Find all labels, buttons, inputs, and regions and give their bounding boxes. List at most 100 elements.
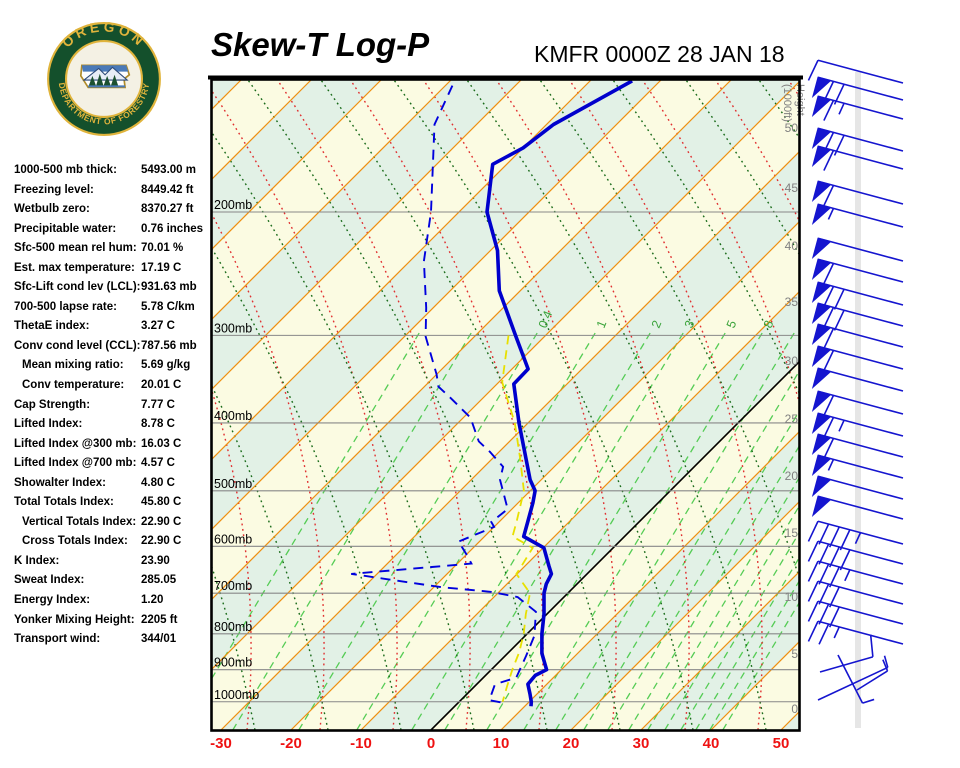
wind-barb bbox=[811, 302, 904, 331]
barb-axis-strip bbox=[855, 72, 861, 728]
stat-value: 285.05 bbox=[141, 574, 177, 587]
stat-value: 4.57 C bbox=[141, 457, 175, 470]
height-axis-units: (1000ft) bbox=[781, 84, 793, 122]
dewpoint-trace bbox=[351, 85, 537, 705]
stat-value: 0.76 inches bbox=[141, 222, 204, 235]
stat-row: Conv cond level (CCL): 787.56 mb bbox=[14, 337, 209, 357]
stat-row: Precipitable water: 0.76 inches bbox=[14, 220, 209, 240]
pressure-gridlines bbox=[211, 211, 800, 703]
svg-text:0: 0 bbox=[791, 702, 798, 716]
stat-value: 2205 ft bbox=[141, 613, 178, 626]
wind-barb bbox=[819, 634, 874, 673]
logo-oregon-emblem bbox=[79, 64, 131, 89]
wind-barb bbox=[811, 76, 904, 105]
stat-value: 70.01 % bbox=[141, 242, 184, 255]
stat-row: Energy Index: 1.20 bbox=[14, 591, 209, 611]
svg-text:5: 5 bbox=[724, 318, 740, 330]
wind-barb bbox=[811, 203, 904, 228]
stat-label: K Index: bbox=[14, 554, 60, 567]
stat-label: Sfc-500 mean rel hum: bbox=[14, 242, 137, 255]
station-timestamp: KMFR 0000Z 28 JAN 18 bbox=[534, 41, 785, 67]
wind-barb bbox=[811, 495, 904, 520]
svg-text:25: 25 bbox=[785, 412, 799, 426]
plot-area bbox=[211, 80, 800, 730]
wind-barb bbox=[811, 281, 904, 310]
wind-barb bbox=[811, 345, 904, 371]
stat-label: Cross Totals Index: bbox=[22, 535, 128, 548]
svg-text:20: 20 bbox=[785, 469, 799, 483]
wind-barb bbox=[811, 258, 904, 284]
stat-label: Freezing level: bbox=[14, 183, 94, 196]
svg-text:40: 40 bbox=[785, 239, 799, 253]
wind-barb bbox=[807, 600, 904, 628]
isotherms bbox=[211, 80, 800, 730]
temperature-trace bbox=[485, 80, 633, 707]
svg-text:10: 10 bbox=[785, 590, 799, 604]
stat-row: 1000-500 mb thick: 5493.00 m bbox=[14, 161, 209, 181]
wind-barb bbox=[807, 620, 904, 645]
svg-text:400mb: 400mb bbox=[214, 409, 252, 423]
svg-text:0: 0 bbox=[427, 735, 435, 752]
stat-value: 8.78 C bbox=[141, 418, 175, 431]
svg-text:20: 20 bbox=[563, 735, 580, 752]
stat-row: Conv temperature: 20.01 C bbox=[14, 376, 209, 396]
stat-row: Est. max temperature: 17.19 C bbox=[14, 259, 209, 279]
svg-text:3: 3 bbox=[682, 318, 698, 330]
svg-text:40: 40 bbox=[703, 735, 720, 752]
svg-text:30: 30 bbox=[785, 354, 799, 368]
stat-label: Transport wind: bbox=[14, 633, 101, 646]
odf-logo: OREGON DEPARTMENT OF FORESTRY bbox=[47, 20, 161, 136]
stat-label: Mean mixing ratio: bbox=[22, 359, 124, 372]
stat-value: 5493.00 m bbox=[141, 164, 196, 176]
wind-barb bbox=[811, 412, 904, 438]
stat-label: Conv cond level (CCL): bbox=[14, 339, 141, 352]
svg-text:-30: -30 bbox=[210, 735, 232, 752]
stat-value: 5.69 g/kg bbox=[141, 359, 191, 372]
stat-label: Sweat Index: bbox=[14, 574, 85, 587]
svg-text:-20: -20 bbox=[280, 735, 302, 752]
stat-label: Cap Strength: bbox=[14, 398, 91, 411]
pressure-labels: 200mb 300mb 400mb 500mb 600mb 700mb 800mb 900mb… bbox=[214, 198, 259, 702]
stat-row: Cap Strength: 7.77 C bbox=[14, 396, 209, 416]
stat-row: Lifted Index @700 mb: 4.57 C bbox=[14, 454, 209, 474]
wind-barb bbox=[811, 323, 904, 349]
wind-barb bbox=[811, 145, 904, 171]
stat-value: 8370.27 ft bbox=[141, 203, 194, 216]
mixing-ratio-lines bbox=[211, 329, 800, 730]
wind-barb bbox=[811, 390, 904, 416]
svg-text:2: 2 bbox=[649, 318, 665, 330]
mixing-ratio-labels: 0.4 1 2 3 5 8 bbox=[536, 309, 777, 330]
stat-label: Lifted Index @300 mb: bbox=[14, 437, 137, 450]
wind-barb bbox=[811, 95, 904, 121]
svg-text:50: 50 bbox=[785, 121, 799, 135]
stat-value: 16.03 C bbox=[141, 437, 182, 450]
svg-text:35: 35 bbox=[785, 295, 799, 309]
stat-row: Lifted Index: 8.78 C bbox=[14, 415, 209, 435]
stat-row: 700-500 lapse rate: 5.78 C/km bbox=[14, 298, 209, 318]
stat-row: Lifted Index @300 mb: 16.03 C bbox=[14, 435, 209, 455]
svg-text:1000mb: 1000mb bbox=[214, 688, 259, 702]
stat-label: 700-500 lapse rate: bbox=[14, 300, 117, 313]
stat-value: 1.20 bbox=[141, 594, 164, 607]
stat-value: 931.63 mb bbox=[141, 281, 197, 294]
stat-row: Sfc-500 mean rel hum: 70.01 % bbox=[14, 239, 209, 259]
svg-text:15: 15 bbox=[785, 526, 799, 540]
stat-row: Freezing level: 8449.42 ft bbox=[14, 181, 209, 201]
stat-label: Est. max temperature: bbox=[14, 261, 135, 274]
wind-barbs bbox=[807, 59, 904, 704]
stat-value: 7.77 C bbox=[141, 398, 175, 411]
wind-barb bbox=[811, 454, 904, 479]
stat-value: 22.90 C bbox=[141, 515, 182, 528]
svg-text:600mb: 600mb bbox=[214, 532, 252, 546]
wind-barb bbox=[807, 560, 904, 588]
temperature-axis: -30 -20 -10 0 10 20 30 40 50 bbox=[210, 735, 789, 752]
stat-label: Precipitable water: bbox=[14, 222, 117, 235]
stat-row: Sweat Index: 285.05 bbox=[14, 571, 209, 591]
stat-label: Lifted Index: bbox=[14, 418, 83, 431]
dark-green-adiabat-curves bbox=[211, 80, 800, 730]
wetbulb-trace bbox=[501, 335, 534, 703]
stat-value: 4.80 C bbox=[141, 476, 175, 489]
svg-text:10: 10 bbox=[493, 735, 510, 752]
stat-row: Vertical Totals Index: 22.90 C bbox=[14, 513, 209, 533]
svg-text:45: 45 bbox=[785, 181, 799, 195]
